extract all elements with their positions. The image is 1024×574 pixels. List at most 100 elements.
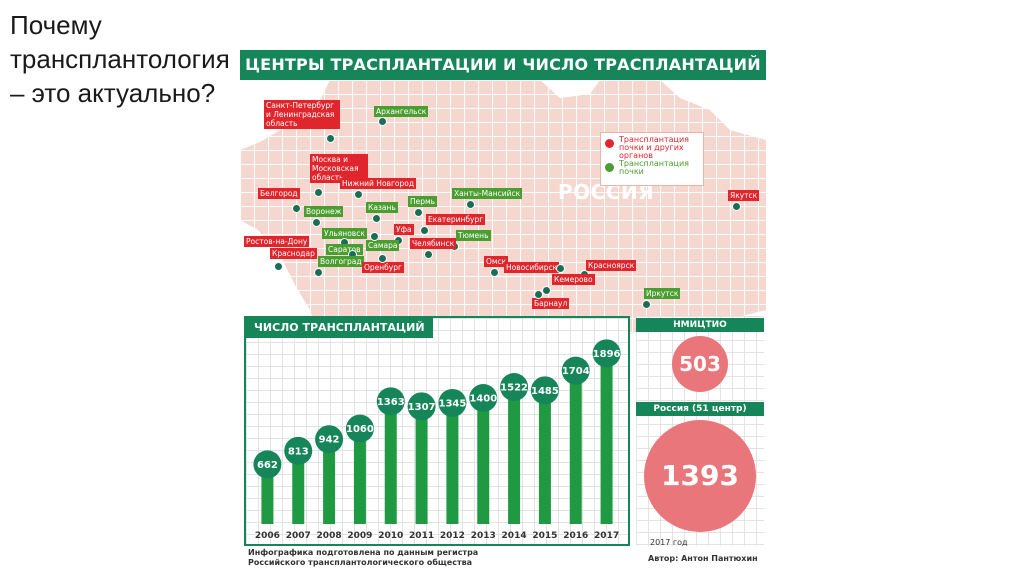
- value-label-circle: [253, 450, 282, 479]
- city-label: Ростов-на-Дону: [244, 236, 310, 247]
- city-dot: [642, 300, 651, 309]
- legend-item-green: Трансплантация почки: [605, 160, 699, 184]
- bar-2012: [446, 402, 459, 524]
- legend-item-red: Трансплантация почки и других органов: [605, 136, 699, 160]
- value-label: 1363: [377, 397, 405, 408]
- city-label: Краснодар: [270, 248, 317, 259]
- city-label: Уфа: [394, 224, 414, 235]
- legend-swatch-red: [605, 139, 614, 148]
- city-label: Красноярск: [586, 260, 637, 271]
- russia-bubble: 1393: [644, 420, 756, 532]
- city-dot: [414, 208, 423, 217]
- footer-source: Инфографика подготовлена по данным регис…: [248, 548, 479, 567]
- city-label: Барнаул: [532, 298, 570, 309]
- city-label: Тюмень: [456, 230, 491, 241]
- x-tick-label: 2010: [378, 531, 403, 541]
- value-label: 813: [288, 446, 309, 457]
- value-label: 1060: [346, 424, 374, 435]
- chart-title: ЧИСЛО ТРАНСПЛАНТАЦИЙ: [246, 318, 433, 338]
- infographic-banner: ЦЕНТРЫ ТРАСПЛАНТАЦИИ И ЧИСЛО ТРАСПЛАНТАЦ…: [240, 50, 766, 80]
- city-label: Волгоград: [318, 256, 364, 267]
- x-tick-label: 2013: [471, 531, 496, 541]
- city-dot: [314, 268, 323, 277]
- value-label-circle: [500, 373, 529, 402]
- city-dot: [326, 134, 335, 143]
- city-dot: [534, 290, 543, 299]
- city-dot: [378, 117, 387, 126]
- city-dot: [354, 190, 363, 199]
- bar-2011: [415, 406, 428, 524]
- slide-title: Почему трансплантология – это актуально?: [10, 10, 230, 108]
- x-tick-label: 2014: [502, 531, 527, 541]
- footer-author: Автор: Антон Пантюхин: [648, 554, 758, 563]
- city-dot: [424, 250, 433, 259]
- bar-2014: [508, 387, 521, 524]
- nmic-label: НМИЦТИО: [636, 318, 764, 332]
- city-dot: [312, 218, 321, 227]
- year-note: 2017 год: [650, 538, 688, 547]
- city-label: Казань: [366, 202, 398, 213]
- bar-2006: [261, 464, 274, 524]
- bar-2015: [538, 390, 551, 524]
- city-label: Ульяновск: [322, 228, 367, 239]
- x-tick-label: 2017: [594, 531, 619, 541]
- value-label-circle: [284, 436, 313, 465]
- city-label: Саратов: [326, 244, 363, 255]
- value-label: 1522: [500, 383, 528, 394]
- bar-2009: [353, 428, 366, 524]
- city-dot: [314, 188, 323, 197]
- value-label: 662: [257, 460, 278, 471]
- legend-label: Трансплантация почки и других органов: [619, 135, 689, 160]
- city-label: Оренбург: [362, 262, 404, 273]
- city-label: Самара: [366, 240, 400, 251]
- city-dot: [378, 254, 387, 263]
- bar-2016: [569, 370, 582, 524]
- x-tick-label: 2009: [347, 531, 372, 541]
- side-panel: НМИЦТИО 503 Россия (51 центр) 1393 2017 …: [636, 316, 764, 547]
- city-label: Пермь: [408, 196, 438, 207]
- bar-2007: [292, 450, 305, 524]
- city-label: Омск: [484, 256, 509, 267]
- city-dot: [372, 214, 381, 223]
- bar-chart-svg: 662 2006 813 2007 942 2008 1060 2009 1363 2010 130…: [253, 339, 621, 541]
- value-label: 1307: [408, 402, 436, 413]
- value-label: 942: [319, 435, 340, 446]
- city-label: Белгород: [258, 188, 300, 199]
- x-tick-label: 2011: [409, 531, 434, 541]
- value-label-circle: [469, 384, 498, 412]
- map-legend: Трансплантация почки и других органов Тр…: [600, 132, 704, 186]
- transplant-count-chart: 662 2006 813 2007 942 2008 1060 2009 1363 2010 130…: [244, 316, 630, 546]
- value-label-circle: [561, 356, 590, 385]
- city-label: Санкт-Петербург и Ленинградская область: [264, 100, 340, 129]
- value-label-circle: [315, 425, 344, 454]
- nmic-bubble: 503: [672, 336, 728, 392]
- value-label-circle: [407, 392, 436, 421]
- bar-2017: [600, 353, 613, 524]
- value-label: 1485: [531, 386, 559, 397]
- x-tick-label: 2006: [255, 531, 280, 541]
- legend-label: Трансплантация почки: [619, 159, 689, 176]
- city-label: Иркутск: [644, 288, 681, 299]
- legend-swatch-green: [605, 163, 614, 172]
- city-dot: [542, 286, 551, 295]
- city-label: Новосибирск: [504, 262, 560, 273]
- infographic: ЦЕНТРЫ ТРАСПЛАНТАЦИИ И ЧИСЛО ТРАСПЛАНТАЦ…: [240, 48, 766, 570]
- city-label: Нижний Новгород: [340, 178, 417, 189]
- city-label: Кемерово: [552, 274, 595, 285]
- x-tick-label: 2007: [286, 531, 311, 541]
- city-dot: [466, 200, 475, 209]
- city-dot: [274, 262, 283, 271]
- russia-label: Россия (51 центр): [636, 402, 764, 416]
- value-label-circle: [592, 339, 621, 368]
- city-dot: [490, 268, 499, 277]
- bar-2013: [477, 398, 490, 524]
- x-tick-label: 2015: [532, 531, 557, 541]
- value-label-circle: [345, 414, 374, 443]
- value-label-circle: [530, 376, 559, 405]
- city-dot: [556, 264, 565, 273]
- value-label: 1896: [593, 349, 621, 360]
- city-label: Воронеж: [304, 206, 344, 217]
- city-dot: [292, 204, 301, 213]
- city-label: Челябинск: [410, 238, 457, 249]
- city-dot: [732, 202, 741, 211]
